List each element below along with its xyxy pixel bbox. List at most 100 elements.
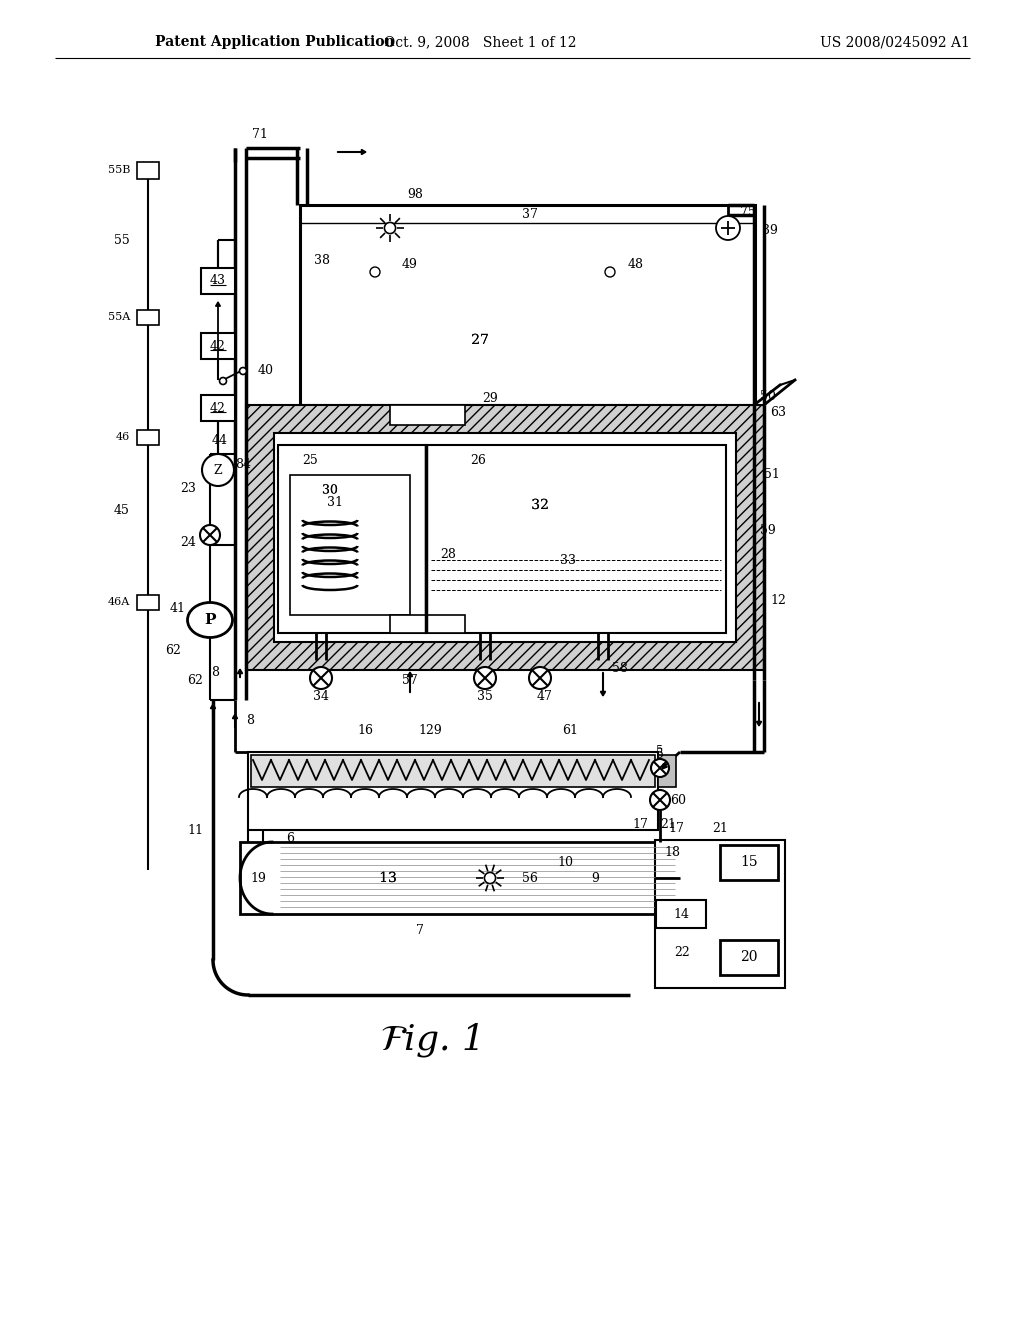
Text: 63: 63 bbox=[770, 405, 786, 418]
Text: Oct. 9, 2008   Sheet 1 of 12: Oct. 9, 2008 Sheet 1 of 12 bbox=[384, 36, 577, 49]
Text: 56: 56 bbox=[522, 871, 538, 884]
Circle shape bbox=[240, 367, 247, 375]
Text: 38: 38 bbox=[314, 253, 330, 267]
Text: 44: 44 bbox=[212, 433, 228, 446]
Text: Patent Application Publication: Patent Application Publication bbox=[155, 36, 394, 49]
Circle shape bbox=[200, 525, 220, 545]
Text: 18: 18 bbox=[664, 846, 680, 858]
Text: 39: 39 bbox=[762, 223, 778, 236]
Text: 29: 29 bbox=[482, 392, 498, 404]
Bar bbox=[300, 205, 755, 405]
Bar bbox=[201, 333, 234, 359]
Bar bbox=[248, 752, 658, 830]
Circle shape bbox=[650, 789, 670, 810]
Text: P: P bbox=[204, 612, 216, 627]
Bar bbox=[720, 940, 778, 975]
Text: 55B: 55B bbox=[108, 165, 130, 176]
Text: 24: 24 bbox=[180, 536, 196, 549]
Text: 12: 12 bbox=[770, 594, 786, 606]
Text: 32: 32 bbox=[531, 498, 549, 512]
Text: 13: 13 bbox=[379, 871, 397, 884]
Circle shape bbox=[384, 222, 395, 234]
Text: 62: 62 bbox=[187, 673, 203, 686]
Text: 17: 17 bbox=[668, 821, 684, 834]
Text: 22: 22 bbox=[674, 945, 690, 958]
Text: 20: 20 bbox=[740, 950, 758, 964]
Text: 84: 84 bbox=[234, 458, 251, 471]
Bar bbox=[656, 900, 706, 928]
Text: 55A: 55A bbox=[108, 312, 130, 322]
Text: 71: 71 bbox=[252, 128, 268, 141]
Bar bbox=[137, 310, 159, 325]
Text: 19: 19 bbox=[250, 871, 266, 884]
Text: 48: 48 bbox=[628, 259, 644, 272]
Text: 21: 21 bbox=[660, 818, 676, 832]
Text: 33: 33 bbox=[560, 553, 575, 566]
Circle shape bbox=[605, 267, 615, 277]
Text: 14: 14 bbox=[673, 908, 689, 920]
Text: 55: 55 bbox=[115, 234, 130, 247]
Text: 5: 5 bbox=[656, 744, 664, 755]
Text: 5: 5 bbox=[656, 747, 664, 760]
Bar bbox=[426, 445, 726, 634]
Text: 49: 49 bbox=[402, 259, 418, 272]
Text: 10: 10 bbox=[557, 855, 573, 869]
Text: 42: 42 bbox=[210, 401, 226, 414]
Text: 15: 15 bbox=[740, 855, 758, 869]
Text: 98: 98 bbox=[408, 189, 423, 202]
Bar bbox=[274, 433, 736, 642]
Text: 46: 46 bbox=[116, 432, 130, 442]
Text: 6: 6 bbox=[286, 832, 294, 845]
Text: 21: 21 bbox=[712, 821, 728, 834]
Bar bbox=[655, 840, 785, 987]
Circle shape bbox=[651, 759, 669, 777]
Bar bbox=[137, 595, 159, 610]
Bar bbox=[240, 842, 680, 913]
Bar bbox=[246, 405, 764, 671]
Text: 34: 34 bbox=[313, 690, 329, 704]
Text: 58: 58 bbox=[612, 661, 628, 675]
Text: 50: 50 bbox=[760, 391, 776, 404]
Circle shape bbox=[310, 667, 332, 689]
Text: 42: 42 bbox=[210, 339, 226, 352]
Text: 30: 30 bbox=[322, 483, 338, 496]
Text: Z: Z bbox=[214, 463, 222, 477]
Text: 60: 60 bbox=[670, 793, 686, 807]
Text: 28: 28 bbox=[440, 549, 456, 561]
Circle shape bbox=[484, 873, 496, 883]
Text: 16: 16 bbox=[357, 723, 373, 737]
Text: 45: 45 bbox=[114, 503, 130, 516]
Text: 47: 47 bbox=[537, 690, 553, 704]
Bar bbox=[201, 268, 234, 294]
Text: 75: 75 bbox=[740, 206, 756, 219]
Text: 25: 25 bbox=[302, 454, 317, 466]
Text: 61: 61 bbox=[562, 723, 578, 737]
Text: $\mathcal{F}$ig. 1: $\mathcal{F}$ig. 1 bbox=[381, 1020, 479, 1059]
Text: 8: 8 bbox=[211, 665, 219, 678]
Circle shape bbox=[529, 667, 551, 689]
Text: 35: 35 bbox=[477, 690, 493, 704]
Text: 46A: 46A bbox=[108, 597, 130, 607]
Circle shape bbox=[474, 667, 496, 689]
Bar bbox=[658, 755, 676, 787]
Bar bbox=[137, 162, 159, 180]
Text: 62: 62 bbox=[165, 644, 181, 656]
Text: 41: 41 bbox=[170, 602, 186, 615]
Text: 51: 51 bbox=[764, 469, 780, 482]
Text: 11: 11 bbox=[187, 824, 203, 837]
Text: 23: 23 bbox=[180, 482, 196, 495]
Text: 37: 37 bbox=[522, 209, 538, 222]
Text: 17: 17 bbox=[632, 818, 648, 832]
Circle shape bbox=[219, 378, 226, 384]
Text: 7: 7 bbox=[416, 924, 424, 936]
Ellipse shape bbox=[187, 602, 232, 638]
Bar bbox=[278, 445, 426, 634]
Circle shape bbox=[370, 267, 380, 277]
Text: US 2008/0245092 A1: US 2008/0245092 A1 bbox=[820, 36, 970, 49]
Text: 8: 8 bbox=[246, 714, 254, 726]
Text: 129: 129 bbox=[418, 723, 442, 737]
Text: 27: 27 bbox=[471, 333, 488, 347]
Circle shape bbox=[202, 454, 234, 486]
Bar bbox=[390, 615, 465, 634]
Text: 40: 40 bbox=[258, 363, 274, 376]
